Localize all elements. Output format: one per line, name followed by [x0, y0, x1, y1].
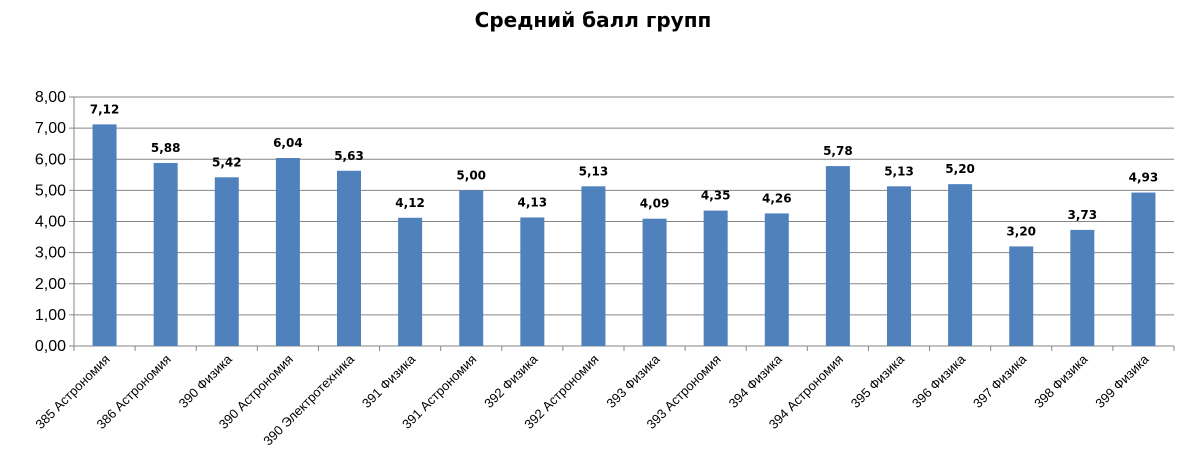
bar [337, 170, 361, 346]
data-label: 3,73 [1068, 208, 1098, 222]
data-label: 4,09 [640, 197, 670, 211]
chart-title: Средний балл групп [474, 8, 712, 32]
bar [948, 184, 973, 346]
bar [703, 210, 728, 346]
x-tick-label: 397 Физика [970, 351, 1030, 411]
y-tick-label: 7,00 [35, 120, 66, 137]
bar [1070, 229, 1095, 346]
y-tick-label: 5,00 [35, 182, 66, 199]
x-tick-label: 392 Физика [481, 351, 541, 411]
x-tick-label: 398 Физика [1031, 351, 1091, 411]
data-label: 6,04 [273, 136, 303, 150]
data-label: 5,13 [884, 164, 914, 178]
bar [764, 213, 789, 346]
y-tick-label: 8,00 [35, 89, 66, 106]
data-label: 4,93 [1129, 171, 1159, 185]
y-tick-label: 1,00 [35, 307, 66, 324]
bar [642, 218, 667, 346]
data-label: 5,88 [151, 141, 181, 155]
bar [214, 177, 239, 346]
bar [1009, 246, 1034, 346]
data-label: 4,12 [395, 196, 425, 210]
x-tick-label: 396 Физика [909, 351, 969, 411]
data-label: 3,20 [1006, 224, 1036, 238]
y-tick-label: 3,00 [35, 245, 66, 262]
data-label: 5,13 [579, 164, 609, 178]
data-label: 5,20 [945, 162, 975, 176]
data-label: 5,00 [456, 168, 486, 182]
bar [887, 186, 911, 346]
bar [153, 162, 178, 346]
data-label: 4,13 [518, 195, 548, 209]
data-label: 4,26 [762, 191, 792, 205]
data-label: 5,78 [823, 144, 853, 158]
y-tick-label: 4,00 [35, 214, 66, 231]
y-tick-label: 6,00 [35, 151, 66, 168]
x-tick-label: 393 Физика [603, 351, 663, 411]
x-tick-label: 399 Физика [1092, 351, 1152, 411]
bar [520, 217, 545, 346]
x-tick-label: 395 Физика [848, 351, 908, 411]
bar [275, 158, 300, 346]
bar [459, 190, 484, 346]
x-tick-label: 391 Физика [359, 351, 419, 411]
data-label: 4,35 [701, 189, 731, 203]
x-tick-label: 390 Физика [176, 351, 236, 411]
data-label: 7,12 [90, 102, 120, 116]
bar [1131, 192, 1156, 346]
bar [825, 166, 850, 346]
bar [398, 217, 423, 346]
data-label: 5,42 [212, 155, 242, 169]
x-tick-label: 394 Физика [726, 351, 786, 411]
y-tick-label: 0,00 [35, 338, 66, 355]
y-tick-label: 2,00 [35, 276, 66, 293]
bar [581, 186, 606, 346]
data-label: 5,63 [334, 149, 364, 163]
bar [92, 124, 117, 346]
